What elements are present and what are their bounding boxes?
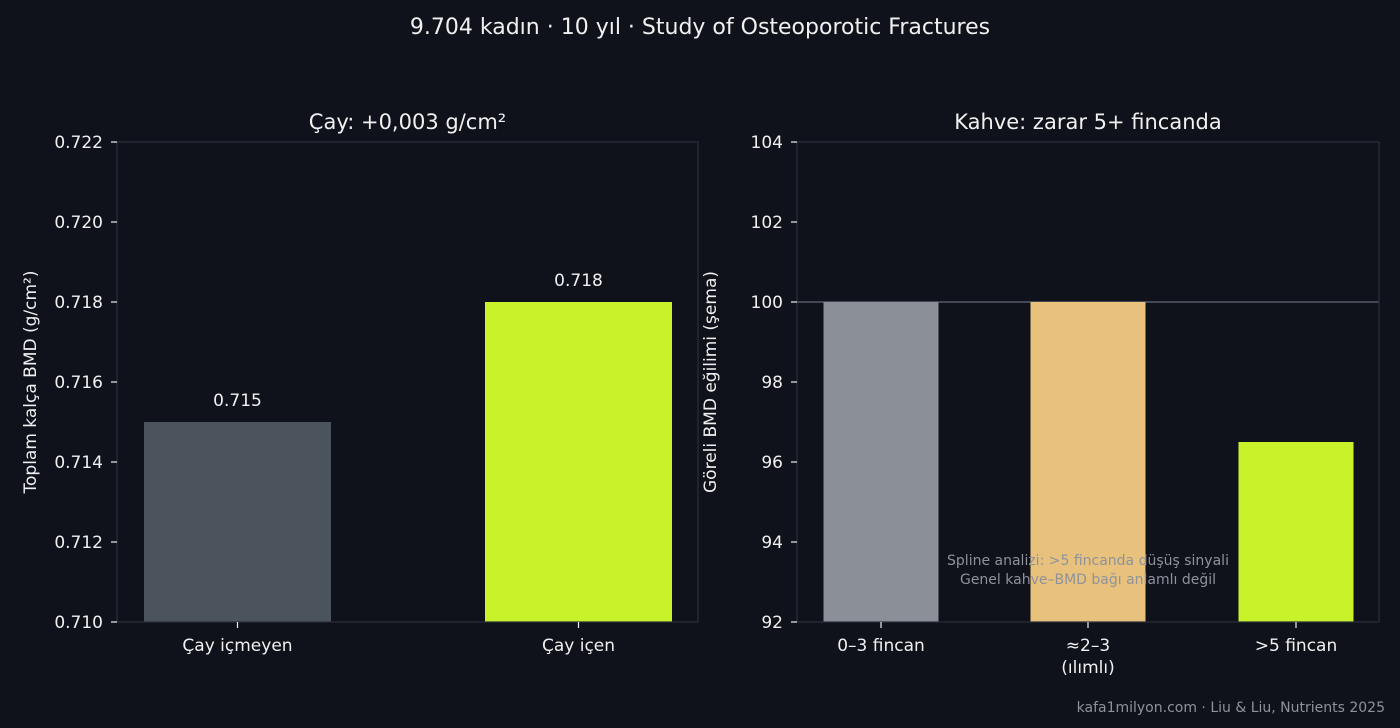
coffee-annotation-line-1: Genel kahve–BMD bağı anlamlı değil	[960, 572, 1216, 588]
coffee-bar-1	[1030, 302, 1146, 622]
coffee-chart-panel: 92 94 96 98 100 102 104 0–3 fincan ≈2–3 (ılımlı) >…	[701, 110, 1380, 678]
tea-y-axis-label: Toplam kalça BMD (g/cm²)	[21, 271, 41, 495]
tea-ytick-label-5: 0.720	[54, 213, 103, 233]
coffee-bar-0	[823, 302, 939, 622]
coffee-y-axis-label: Göreli BMD eğilimi (şema)	[701, 271, 721, 493]
coffee-ytick-label-1: 94	[761, 533, 783, 553]
coffee-ytick-label-3: 98	[761, 373, 783, 393]
source-credit: kafa1milyon.com · Liu & Liu, Nutrients 2…	[1077, 700, 1385, 716]
tea-ytick-label-2: 0.714	[54, 453, 103, 473]
coffee-ytick-label-0: 92	[761, 613, 783, 633]
tea-chart-panel: 0.715 0.718 0.710 0.712 0.714 0.716 0.718 0.720…	[21, 110, 699, 656]
coffee-annotation-line-0: Spline analizi: >5 fincanda düşüş sinyal…	[947, 553, 1229, 569]
tea-value-label-1: 0.718	[554, 271, 603, 291]
coffee-category-label-1: ≈2–3 (ılımlı)	[1061, 636, 1114, 678]
coffee-category-label-0: 0–3 fincan	[837, 636, 925, 656]
coffee-ytick-label-2: 96	[761, 453, 783, 473]
tea-value-label-0: 0.715	[213, 391, 262, 411]
tea-ytick-label-0: 0.710	[54, 613, 103, 633]
coffee-chart-title: Kahve: zarar 5+ fincanda	[954, 110, 1221, 134]
tea-bar-1	[485, 302, 672, 622]
figure-title: 9.704 kadın · 10 yıl · Study of Osteopor…	[410, 15, 990, 40]
coffee-ytick-label-4: 100	[751, 293, 783, 313]
tea-chart-title: Çay: +0,003 g/cm²	[309, 110, 506, 134]
tea-bar-0	[144, 422, 331, 622]
coffee-ytick-label-5: 102	[751, 213, 783, 233]
coffee-category-label-2: >5 fincan	[1255, 636, 1338, 656]
tea-ytick-label-6: 0.722	[54, 133, 103, 153]
tea-ytick-label-3: 0.716	[54, 373, 103, 393]
coffee-bar-2	[1238, 442, 1354, 622]
tea-category-label-1: Çay içen	[542, 636, 615, 656]
tea-category-label-0: Çay içmeyen	[182, 636, 292, 656]
tea-ytick-label-1: 0.712	[54, 533, 103, 553]
coffee-ytick-label-6: 104	[751, 133, 783, 153]
tea-ytick-label-4: 0.718	[54, 293, 103, 313]
